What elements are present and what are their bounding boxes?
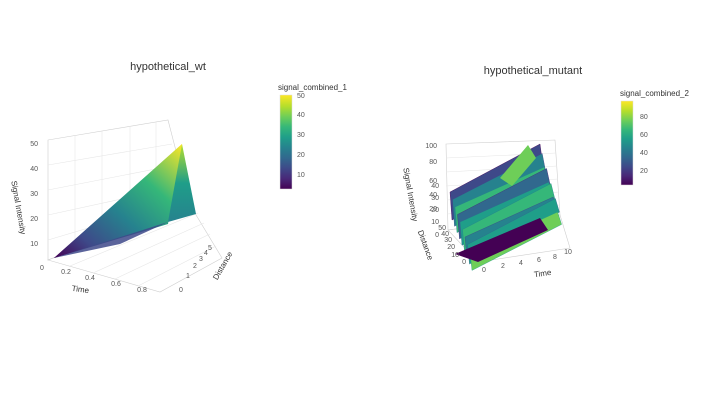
x-tick: 4 xyxy=(519,260,523,267)
x-axis-title: Time xyxy=(71,284,90,295)
y-axis-ticks: 0 10 20 30 40 50 xyxy=(438,225,466,266)
z-tick: 20 xyxy=(429,206,437,213)
colorbar-tick: 10 xyxy=(297,172,305,179)
surface-peak xyxy=(500,145,536,186)
colorbar xyxy=(279,94,293,190)
surface-top-face xyxy=(54,144,182,258)
z-tick: 60 xyxy=(429,178,437,185)
x-tick: 6 xyxy=(537,257,541,264)
x-tick: 2 xyxy=(501,263,505,270)
z-axis-title: Signal Intensity xyxy=(9,180,27,235)
x-tick: 8 xyxy=(553,254,557,261)
colorbar-tick: 40 xyxy=(297,112,305,119)
y-tick: 1 xyxy=(186,273,190,280)
z-tick: 10 xyxy=(431,219,439,226)
surface xyxy=(449,143,562,271)
z-tick: 80 xyxy=(429,159,437,166)
z-tick: 40 xyxy=(30,166,38,173)
chart-mutant: hypothetical_mutant 0 10 20 30 40 xyxy=(401,65,689,279)
x-tick: 0.2 xyxy=(61,269,71,276)
x-tick: 0 xyxy=(40,265,44,272)
colorbar-title: signal_combined_1 xyxy=(278,83,347,92)
y-tick: 0 xyxy=(462,259,466,266)
x-tick: 0.4 xyxy=(85,275,95,282)
x-tick: 0 xyxy=(482,267,486,274)
y-tick: 30 xyxy=(444,237,452,244)
y-tick: 40 xyxy=(441,231,449,238)
z-tick: 40 xyxy=(429,192,437,199)
y-axis-title: Distance xyxy=(416,229,435,262)
z-tick: 20 xyxy=(30,216,38,223)
y-tick: 3 xyxy=(199,256,203,263)
surface-side-face xyxy=(168,144,196,222)
z-axis-title: Signal Intensity xyxy=(401,167,419,222)
colorbar-tick: 60 xyxy=(640,132,648,139)
z-tick: 20 xyxy=(431,207,439,214)
x-axis-ticks: 0 0.2 0.4 0.6 0.8 xyxy=(40,265,147,294)
colorbar-ticks: 80 60 40 20 xyxy=(640,114,648,175)
colorbar-tick: 50 xyxy=(297,93,305,100)
x-tick: 0.6 xyxy=(111,281,121,288)
y-axis-ticks: 0 1 2 3 4 5 xyxy=(179,245,212,294)
x-tick: 10 xyxy=(564,249,572,256)
x-tick: 0.8 xyxy=(137,287,147,294)
colorbar-title: signal_combined_2 xyxy=(620,89,689,98)
z-tick: 50 xyxy=(30,141,38,148)
chart-wt: hypothetical_wt 10 20 xyxy=(9,61,347,295)
z-tick: 30 xyxy=(431,195,439,202)
y-tick: 50 xyxy=(438,225,446,232)
y-tick: 2 xyxy=(193,263,197,270)
x-axis-title: Time xyxy=(533,268,552,279)
z-tick: 40 xyxy=(431,183,439,190)
x-axis-ticks: 0 2 4 6 8 10 xyxy=(482,249,572,274)
z-axis-ticks: 10 20 30 40 50 xyxy=(30,141,38,248)
colorbar-tick: 30 xyxy=(297,132,305,139)
z-tick: 100 xyxy=(425,143,437,150)
z-axis-ticks-visible: 60 80 100 40 20 xyxy=(425,143,437,213)
chart-title: hypothetical_wt xyxy=(130,61,206,73)
colorbar-tick: 40 xyxy=(640,150,648,157)
colorbar-tick: 80 xyxy=(640,114,648,121)
z-tick: 30 xyxy=(30,191,38,198)
surface-lower-face xyxy=(54,222,168,258)
y-tick: 20 xyxy=(447,244,455,251)
colorbar-tick: 20 xyxy=(297,152,305,159)
z-tick: 0 xyxy=(435,232,439,239)
colorbar-tick: 20 xyxy=(640,168,648,175)
chart-title: hypothetical_mutant xyxy=(484,65,582,77)
z-tick: 10 xyxy=(30,241,38,248)
y-axis-title: Distance xyxy=(211,250,235,282)
colorbar-ticks: 50 40 30 20 10 xyxy=(297,93,305,179)
y-tick: 10 xyxy=(451,252,459,259)
y-tick: 0 xyxy=(179,287,183,294)
y-tick: 4 xyxy=(204,250,208,257)
y-tick: 5 xyxy=(208,245,212,252)
colorbar xyxy=(620,100,634,186)
surface-front-face xyxy=(455,218,548,262)
z-axis-ticks: 0 10 20 30 40 xyxy=(431,183,439,239)
